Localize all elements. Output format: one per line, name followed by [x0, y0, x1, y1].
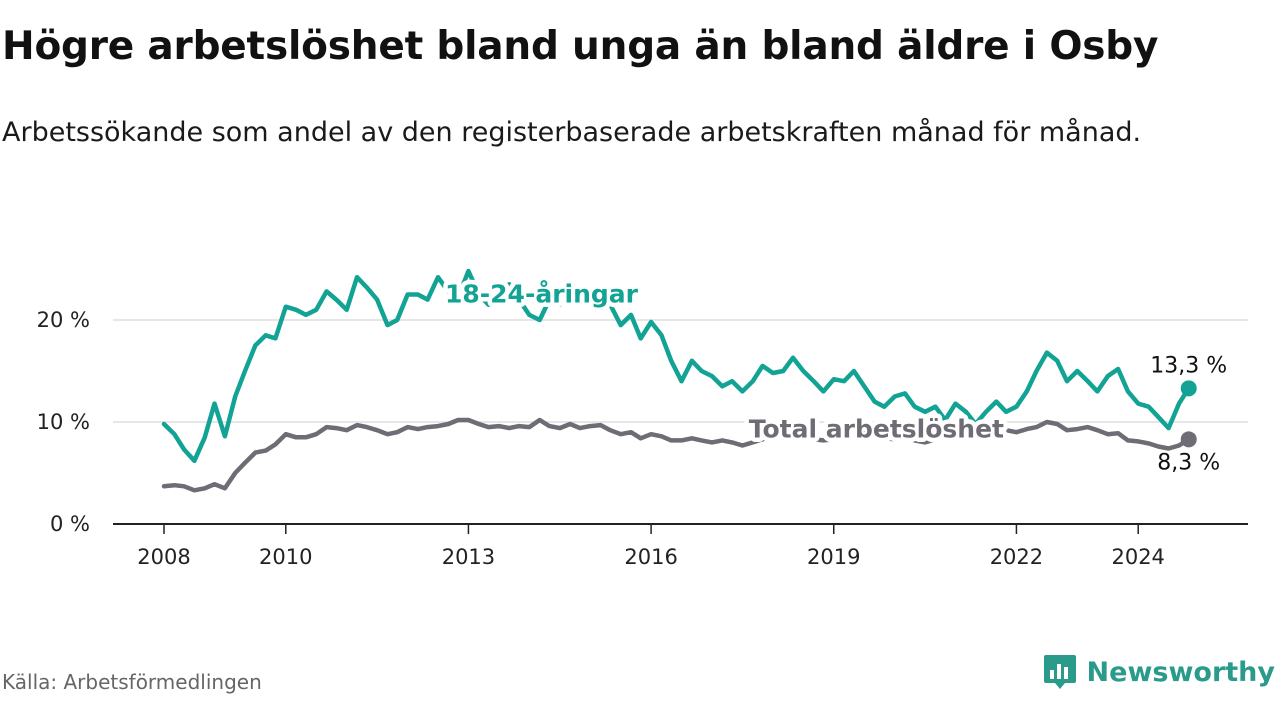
end-point-youth: [1180, 380, 1197, 397]
series-line-youth: [161, 268, 1191, 464]
x-tick-label: 2013: [442, 545, 495, 569]
series-line-total: [161, 417, 1191, 493]
x-tick-label: 2010: [259, 545, 312, 569]
source-note: Källa: Arbetsförmedlingen: [2, 670, 262, 694]
brand-logo[interactable]: Newsworthy: [1043, 653, 1275, 691]
x-tick-label: 2024: [1111, 545, 1164, 569]
brand-name: Newsworthy: [1086, 656, 1275, 688]
series-annotation: Total arbetslöshet: [749, 414, 1004, 443]
x-tick-label: 2016: [624, 545, 677, 569]
y-tick-label: 0 %: [50, 512, 90, 536]
end-value-label: 8,3 %: [1157, 450, 1220, 475]
gridlines: [113, 319, 1248, 423]
x-tick-label: 2008: [137, 545, 190, 569]
end-point-total: [1180, 431, 1197, 448]
axes: 0 % 10 % 20 % 2008 2010 2013 2016 2019 2022 2024: [37, 308, 1248, 569]
series-lines: [161, 268, 1197, 493]
end-value-label: 13,3 %: [1150, 353, 1227, 378]
y-tick-label: 20 %: [37, 308, 90, 332]
series-labels: 13,3 % 8,3 % 18-24-åringar Total arbetslösh…: [441, 275, 1228, 475]
series-annotation: 18-24-åringar: [445, 280, 639, 309]
chart-subtitle: Arbetssökande som andel av den registerb…: [2, 117, 1142, 148]
y-tick-label: 10 %: [37, 410, 90, 434]
newsworthy-icon: [1043, 655, 1076, 689]
chart-title: Högre arbetslöshet bland unga än bland ä…: [2, 24, 1159, 69]
x-tick-label: 2022: [990, 545, 1043, 569]
x-tick-label: 2019: [807, 545, 860, 569]
